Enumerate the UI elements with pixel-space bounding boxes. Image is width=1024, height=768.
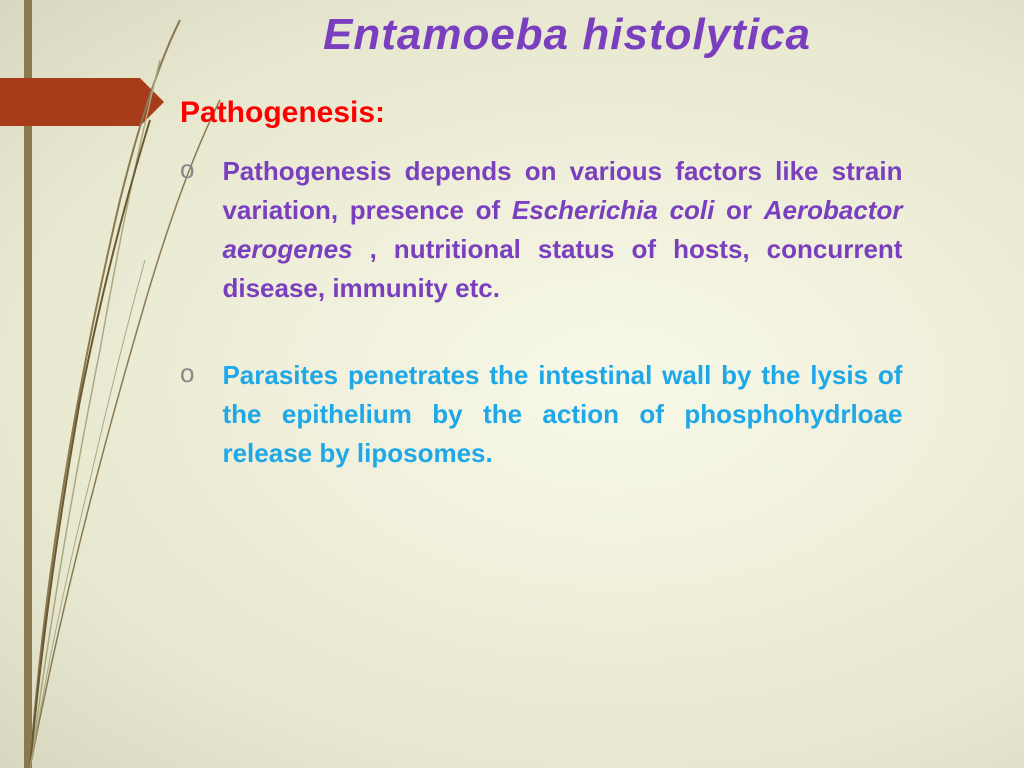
bullet-item: o Pathogenesis depends on various factor… [180, 152, 964, 308]
slide-title: Entamoeba histolytica [170, 10, 964, 60]
bullet-text-1: Pathogenesis depends on various factors … [222, 152, 902, 308]
slide-subtitle: Pathogenesis: [180, 96, 964, 130]
bullet-text-2: Parasites penetrates the intestinal wall… [222, 356, 902, 473]
bullet-marker-icon: o [180, 154, 194, 308]
red-arrow-tab [0, 78, 140, 126]
slide-content: Entamoeba histolytica Pathogenesis: o Pa… [170, 10, 964, 521]
bullet-item: o Parasites penetrates the intestinal wa… [180, 356, 964, 473]
bullet-list: o Pathogenesis depends on various factor… [180, 152, 964, 473]
bullet-marker-icon: o [180, 358, 194, 473]
